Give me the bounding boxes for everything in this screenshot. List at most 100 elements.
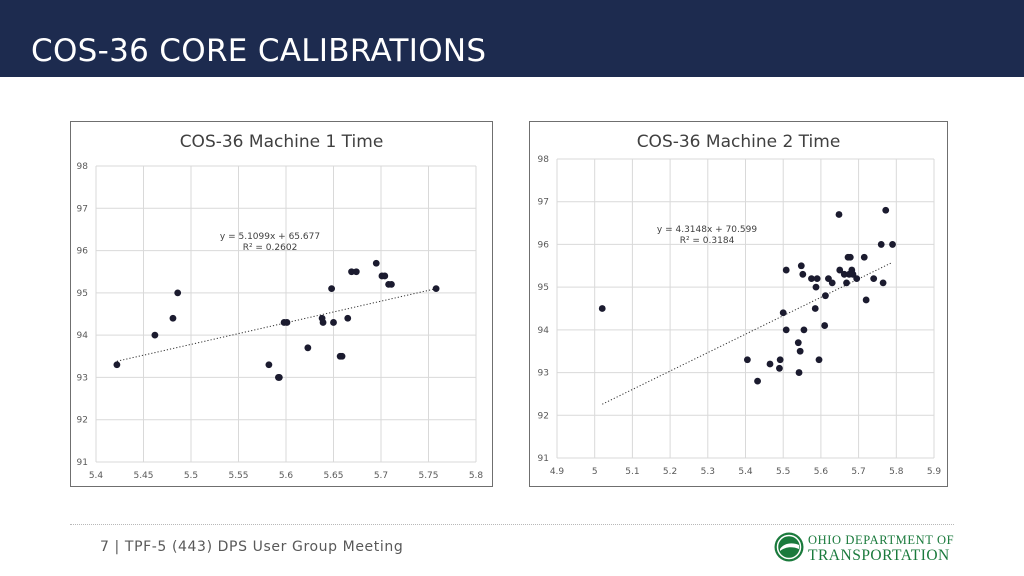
y-tick-label: 94 [77, 331, 89, 341]
data-point [846, 253, 854, 261]
data-point [348, 268, 355, 276]
x-tick-label: 5.8 [469, 471, 484, 481]
x-tick-label: 5.5 [776, 467, 790, 477]
data-point [776, 364, 783, 372]
data-point [821, 322, 829, 329]
trendline [116, 288, 437, 362]
x-tick-label: 5.4 [738, 467, 753, 477]
logo-text-line1: OHIO DEPARTMENT OF [808, 533, 954, 547]
data-point [598, 305, 606, 312]
data-point [889, 241, 896, 248]
chart-machine-2-plot: 4.9 5 5.1 5.2 5.3 5.4 5.5 5.6 5.7 5.8 5.9 91 92 93 94 9… [538, 155, 942, 477]
data-point [815, 356, 823, 364]
data-point [319, 319, 327, 326]
data-point [743, 356, 751, 364]
x-tick-label: 5.45 [133, 471, 153, 481]
data-point [794, 339, 802, 347]
y-tick-label: 93 [77, 373, 88, 383]
data-point [835, 211, 843, 218]
data-point [796, 347, 804, 355]
data-point [372, 259, 380, 267]
data-point [338, 352, 346, 360]
data-point [388, 281, 395, 288]
y-tick-label: 92 [538, 411, 549, 421]
data-point [275, 374, 283, 381]
data-point [779, 309, 787, 317]
y-tick-label: 93 [538, 369, 549, 379]
trendline-equation: y = 4.3148x + 70.599 [657, 225, 757, 235]
data-point [840, 270, 848, 278]
y-tick-label: 95 [77, 289, 88, 299]
data-point [782, 266, 790, 274]
logo-text-line2: TRANSPORTATION [808, 547, 950, 564]
page-title: COS-36 CORE CALIBRATIONS [31, 33, 487, 69]
x-tick-label: 5.3 [701, 467, 715, 477]
data-point [304, 344, 312, 352]
chart-machine-2: COS-36 Machine 2 Time 4.9 5 5.1 5.2 5.3 5.4 5.… [529, 121, 948, 487]
x-tick-label: 5.7 [374, 471, 388, 481]
x-tick-label: 5.9 [927, 467, 942, 477]
data-point [344, 314, 352, 322]
data-point [812, 283, 820, 291]
y-tick-label: 95 [538, 283, 549, 293]
data-point [862, 296, 870, 304]
data-point [328, 285, 335, 293]
trendline-r2: R² = 0.3184 [680, 236, 735, 246]
y-tick-label: 98 [77, 162, 89, 172]
title-bar: COS-36 CORE CALIBRATIONS [0, 0, 1024, 77]
chart-title: COS-36 Machine 1 Time [179, 132, 384, 152]
data-point [169, 314, 177, 322]
data-point [879, 279, 887, 287]
chart-title: COS-36 Machine 2 Time [636, 132, 841, 152]
data-point [843, 279, 850, 287]
data-point [151, 331, 159, 339]
data-point [381, 272, 389, 280]
footer-text: 7 | TPF-5 (443) DPS User Group Meeting [100, 539, 404, 555]
data-point [797, 262, 805, 270]
y-tick-label: 96 [77, 247, 89, 257]
x-tick-label: 5.65 [323, 471, 343, 481]
logo-road-icon [780, 543, 799, 551]
chart-machine-1: COS-36 Machine 1 Time 5.4 5.45 5.5 5.55 5.6 5… [70, 121, 493, 487]
data-point [836, 266, 844, 274]
chart-machine-1-plot: 5.4 5.45 5.5 5.55 5.6 5.65 5.7 5.75 5.8 91 92 93 94 9… [77, 162, 484, 481]
data-point [795, 369, 803, 376]
y-tick-label: 94 [538, 326, 550, 336]
data-point [174, 289, 182, 297]
data-point [870, 275, 878, 282]
data-point [265, 361, 273, 369]
y-tick-label: 91 [77, 458, 88, 468]
data-point [800, 326, 808, 334]
x-tick-label: 5.7 [851, 467, 865, 477]
y-tick-label: 98 [538, 155, 550, 165]
footer-divider [70, 524, 954, 525]
y-tick-label: 91 [538, 454, 549, 464]
data-point [432, 285, 440, 293]
data-point [113, 361, 121, 369]
data-point [882, 206, 890, 214]
data-point [811, 305, 819, 312]
y-tick-label: 97 [538, 198, 549, 208]
data-point [283, 319, 291, 326]
data-point [860, 253, 868, 261]
x-tick-label: 5.1 [625, 467, 639, 477]
data-point [782, 326, 790, 334]
data-point [808, 275, 815, 282]
data-point [877, 241, 885, 248]
odot-logo: OHIO DEPARTMENT OF TRANSPORTATION [774, 532, 954, 564]
data-point [776, 356, 784, 364]
x-tick-label: 5.6 [279, 471, 294, 481]
x-tick-label: 5.4 [89, 471, 104, 481]
data-point [853, 275, 861, 282]
x-tick-label: 5 [592, 467, 598, 477]
trendline [602, 261, 893, 405]
x-tick-label: 4.9 [550, 467, 565, 477]
y-tick-label: 92 [77, 416, 88, 426]
data-point [352, 268, 360, 276]
data-point [822, 292, 829, 300]
x-tick-label: 5.5 [184, 471, 198, 481]
data-point [330, 319, 337, 326]
y-tick-label: 97 [77, 204, 88, 214]
x-tick-label: 5.6 [814, 467, 829, 477]
x-tick-label: 5.8 [889, 467, 904, 477]
